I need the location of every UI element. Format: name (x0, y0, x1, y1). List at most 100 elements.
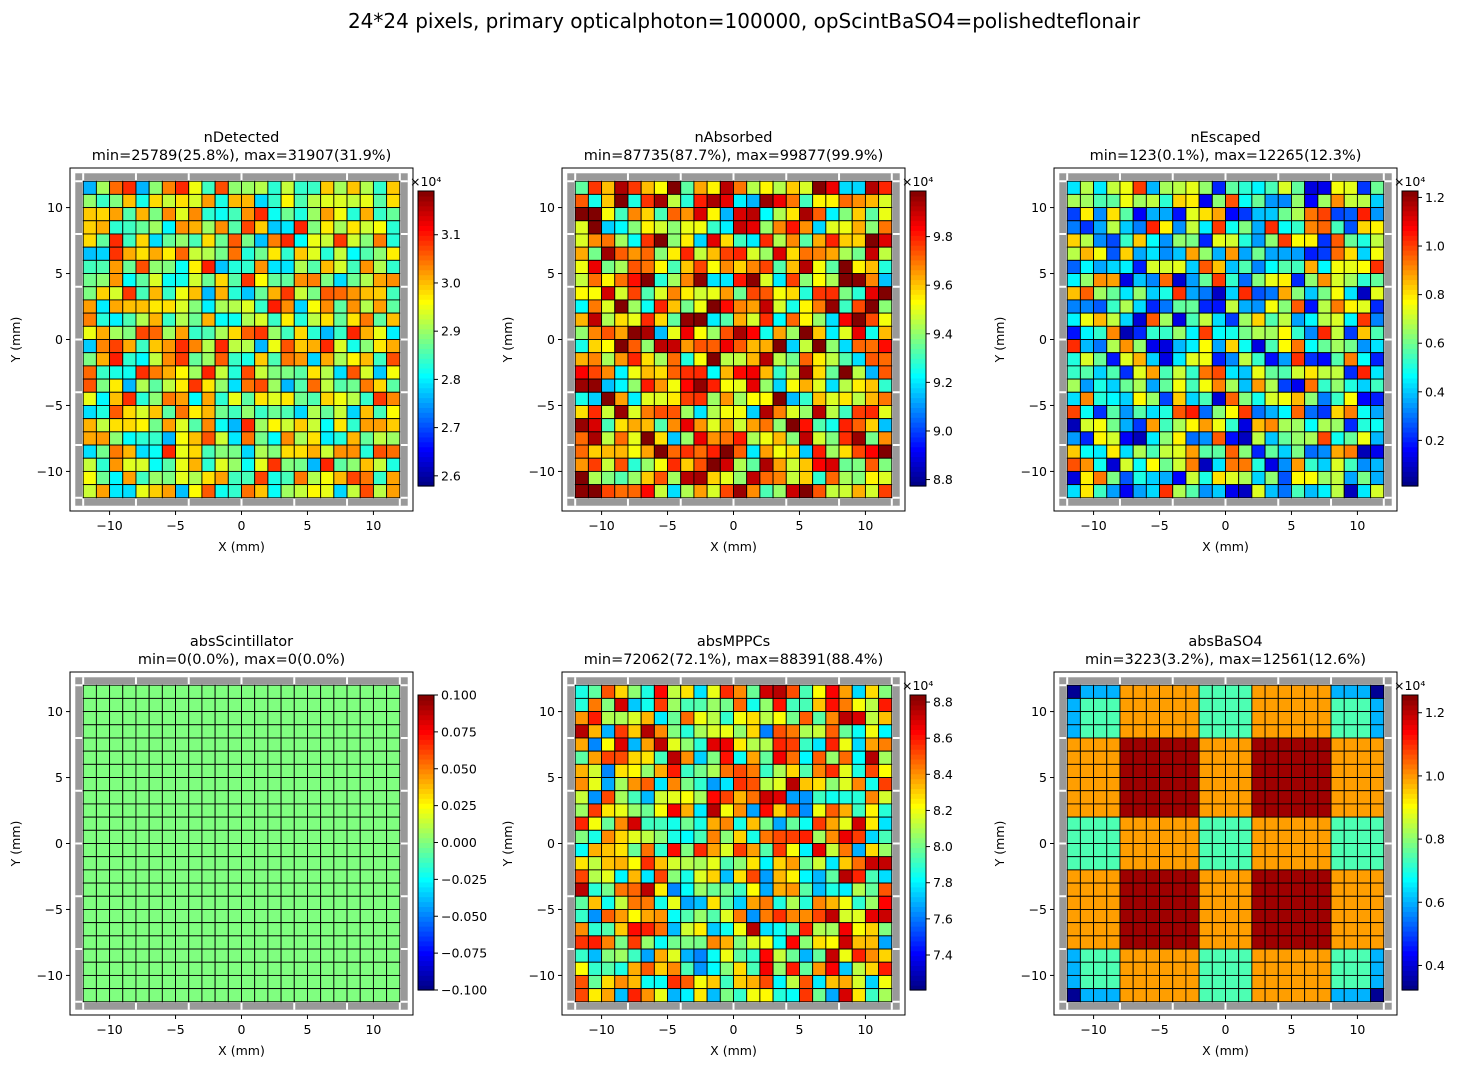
heatmap-cell (838, 882, 853, 897)
heatmap-cell (214, 484, 229, 499)
heatmap-cell (135, 684, 150, 699)
heatmap-cell (280, 325, 295, 340)
heatmap-cell (1264, 259, 1279, 274)
heatmap-cell (1159, 974, 1174, 990)
heatmap-cell (746, 697, 761, 713)
heatmap-cell (1238, 378, 1253, 393)
heatmap-cell (627, 803, 642, 818)
heatmap-cell (1370, 470, 1385, 486)
colorbar-segment (418, 945, 434, 952)
heatmap-cell (267, 470, 282, 486)
heatmap-cell (359, 948, 374, 963)
heatmap-cell (746, 431, 761, 446)
heatmap-cell (1079, 418, 1095, 433)
heatmap-cell (1066, 843, 1081, 858)
heatmap-cell (574, 299, 589, 314)
heatmap-cell (587, 816, 603, 831)
heatmap-cell (1291, 431, 1306, 446)
heatmap-cell (693, 431, 708, 446)
heatmap-cell (1225, 378, 1240, 393)
heatmap-cell (574, 961, 589, 976)
heatmap-cell (214, 737, 229, 752)
heatmap-cell (864, 948, 880, 963)
colorbar-segment (418, 768, 434, 775)
heatmap-cell (601, 273, 616, 288)
heatmap-cell (241, 684, 256, 699)
heatmap-cell (1304, 246, 1319, 261)
heatmap-cell (680, 233, 695, 248)
heatmap-cell (772, 909, 787, 924)
heatmap-cell (1356, 724, 1372, 739)
heatmap-cell (1277, 750, 1292, 765)
heatmap-cell (1172, 431, 1187, 446)
heatmap-cell (1251, 948, 1266, 963)
heatmap-cell (812, 457, 827, 472)
heatmap-cell (1330, 948, 1345, 963)
heatmap-cell (175, 352, 190, 367)
heatmap-cell (746, 193, 761, 209)
heatmap-cell (333, 299, 348, 314)
heatmap-cell (1132, 882, 1147, 897)
heatmap-cell (785, 909, 800, 924)
heatmap-cell (667, 816, 682, 831)
heatmap-cell (1330, 711, 1345, 726)
heatmap-cell (293, 365, 308, 380)
heatmap-cell (320, 895, 335, 910)
heatmap-cell (733, 352, 748, 367)
heatmap-cell (148, 948, 163, 963)
heatmap-cell (372, 803, 388, 818)
heatmap-cell (1145, 895, 1160, 910)
heatmap-cell (1159, 909, 1174, 924)
heatmap-cell (878, 365, 893, 380)
heatmap-cell (851, 484, 866, 499)
colorbar-segment (1402, 906, 1418, 912)
heatmap-cell (359, 895, 374, 910)
heatmap-cell (188, 352, 203, 367)
heatmap-cell (214, 352, 229, 367)
heatmap-cell (175, 457, 190, 472)
heatmap-cell (82, 829, 97, 844)
heatmap-cell (667, 803, 682, 818)
heatmap-cell (693, 961, 708, 976)
heatmap-cell (1343, 207, 1358, 222)
heatmap-cell (161, 457, 176, 472)
heatmap-cell (267, 790, 282, 805)
heatmap-cell (122, 974, 137, 990)
y-tick-label: −10 (529, 968, 555, 983)
heatmap-cell (82, 974, 97, 990)
colorbar-segment (1402, 274, 1418, 281)
heatmap-cell (1304, 790, 1319, 805)
colorbar-segment (1402, 269, 1418, 276)
heatmap-cell (293, 935, 308, 950)
heatmap-cell (587, 961, 603, 976)
heatmap-cell (122, 286, 137, 301)
heatmap-cell (346, 273, 361, 288)
heatmap-cell (627, 180, 642, 195)
heatmap-cell (812, 470, 827, 486)
heatmap-cell (122, 391, 137, 406)
heatmap-cell (1132, 750, 1147, 765)
heatmap-cell (627, 273, 642, 288)
heatmap-cell (1317, 856, 1332, 871)
heatmap-cell (587, 418, 603, 433)
colorbar-segment (910, 205, 926, 212)
heatmap-cell (825, 711, 840, 726)
heatmap-cell (1317, 843, 1332, 858)
heatmap-cell (785, 405, 800, 420)
heatmap-cell (1291, 988, 1306, 1003)
heatmap-cell (733, 882, 748, 897)
heatmap-cell (1066, 935, 1081, 950)
colorbar-segment (1402, 980, 1418, 986)
heatmap-cell (1106, 935, 1121, 950)
heatmap-cell (267, 431, 282, 446)
heatmap-cell (1093, 193, 1108, 209)
heatmap-cell (1370, 391, 1385, 406)
heatmap-cell (719, 988, 734, 1003)
heatmap-cell (574, 711, 589, 726)
heatmap-cell (386, 220, 401, 235)
heatmap-cell (680, 869, 695, 884)
heatmap-cell (851, 233, 866, 248)
heatmap-cell (280, 444, 295, 459)
heatmap-cell (587, 974, 603, 990)
heatmap-cell (201, 273, 216, 288)
